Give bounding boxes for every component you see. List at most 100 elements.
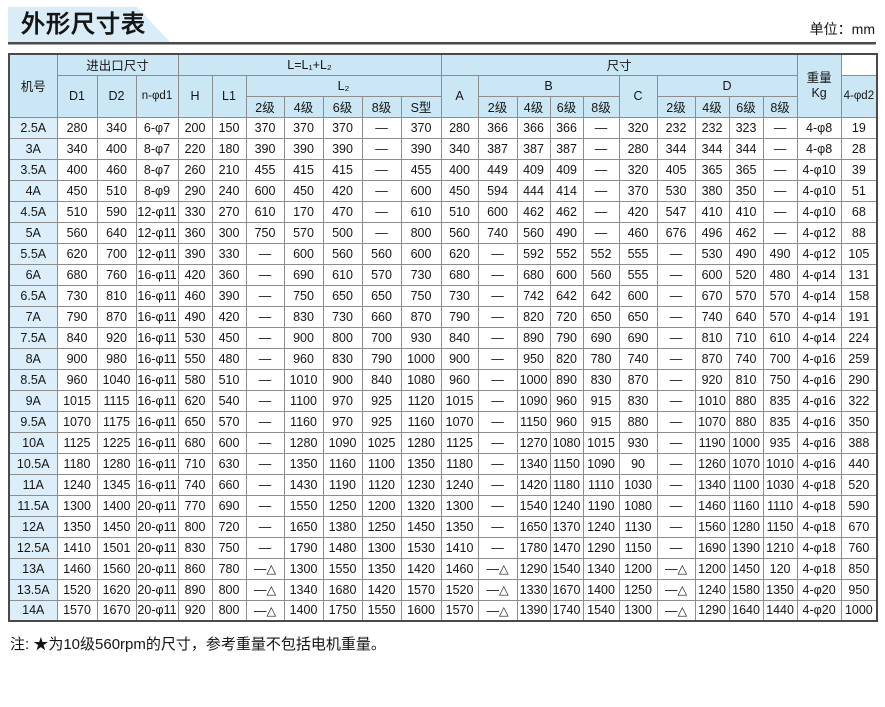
value-cell: 1180 xyxy=(440,452,479,475)
value-cell: 830 xyxy=(177,536,213,559)
value-cell: 8-φ7 xyxy=(135,137,179,160)
value-cell: 650 xyxy=(582,305,620,328)
value-cell: 570 xyxy=(283,221,324,244)
header-b: B xyxy=(477,74,620,97)
table-row: 7A 790 870 16-φ11 490 420—830 730 660 870 790—820… xyxy=(8,305,878,328)
value-cell: 1090 xyxy=(516,389,551,412)
value-cell: 750 xyxy=(245,221,285,244)
value-cell: 600 xyxy=(400,179,442,202)
value-cell: 690 xyxy=(618,326,658,349)
value-cell: 1345 xyxy=(96,473,137,496)
value-cell: 1240 xyxy=(582,515,620,538)
header-c: C xyxy=(618,74,658,118)
value-cell: 1350 xyxy=(361,557,402,580)
value-cell: 830 xyxy=(322,347,363,370)
value-cell: 8-φ9 xyxy=(135,179,179,202)
value-cell: 28 xyxy=(840,137,878,160)
value-cell: 890 xyxy=(177,578,213,601)
value-cell: 1550 xyxy=(361,599,402,622)
value-cell: — xyxy=(582,200,620,223)
table-row: 14A 1570 1670 20-φ11 920 800 —△ 1400 1750 1550 160… xyxy=(8,599,878,622)
value-cell: 420 xyxy=(322,179,363,202)
value-cell: 1015 xyxy=(440,389,479,412)
table-row: 2.5A 280 340 6-φ7 200 150 370 370 370—370 280 366 3… xyxy=(8,116,878,139)
value-cell: 676 xyxy=(656,221,696,244)
value-cell: 1180 xyxy=(56,452,98,475)
value-cell: — xyxy=(582,116,620,139)
value-cell: 4-φ16 xyxy=(796,410,842,433)
value-cell: — xyxy=(477,515,518,538)
value-cell: 365 xyxy=(694,158,730,181)
value-cell: 350 xyxy=(840,410,878,433)
title-rule xyxy=(8,42,876,45)
table-row: 6A 680 760 16-φ11 420 360—690 610 570 730 680—680… xyxy=(8,263,878,286)
value-cell: — xyxy=(656,347,696,370)
value-cell: 1790 xyxy=(283,536,324,559)
value-cell: 650 xyxy=(322,284,363,307)
value-cell: 4-φ16 xyxy=(796,431,842,454)
value-cell: 900 xyxy=(322,368,363,391)
value-cell: 740 xyxy=(177,473,213,496)
value-cell: 1430 xyxy=(283,473,324,496)
value-cell: 1010 xyxy=(762,452,798,475)
value-cell: 810 xyxy=(728,368,764,391)
value-cell: 1030 xyxy=(618,473,658,496)
value-cell: 1300 xyxy=(440,494,479,517)
value-cell: 1150 xyxy=(762,515,798,538)
value-cell: 730 xyxy=(56,284,98,307)
value-cell: 440 xyxy=(840,452,878,475)
value-cell: — xyxy=(477,389,518,412)
value-cell: 220 xyxy=(177,137,213,160)
footnote: 注: ★为10级560rpm的尺寸，参考重量不包括电机重量。 xyxy=(10,636,386,653)
value-cell: — xyxy=(477,536,518,559)
value-cell: 390 xyxy=(283,137,324,160)
value-cell: 1250 xyxy=(361,515,402,538)
value-cell: — xyxy=(245,368,285,391)
value-cell: 1120 xyxy=(400,389,442,412)
value-cell: 344 xyxy=(728,137,764,160)
value-cell: 1400 xyxy=(96,494,137,517)
value-cell: 1280 xyxy=(400,431,442,454)
value-cell: 1230 xyxy=(400,473,442,496)
value-cell: 510 xyxy=(56,200,98,223)
value-cell: 4-φ16 xyxy=(796,347,842,370)
value-cell: 68 xyxy=(840,200,878,223)
value-cell: 4-φ16 xyxy=(796,389,842,412)
value-cell: 1670 xyxy=(96,599,137,622)
value-cell: 1550 xyxy=(322,557,363,580)
machine-no-cell: 6.5A xyxy=(8,284,58,307)
value-cell: 1280 xyxy=(728,515,764,538)
header-d-stage-2: 2级 xyxy=(656,95,696,118)
value-cell: 1420 xyxy=(516,473,551,496)
value-cell: 1190 xyxy=(322,473,363,496)
value-cell: 930 xyxy=(400,326,442,349)
value-cell: 790 xyxy=(56,305,98,328)
value-cell: 496 xyxy=(694,221,730,244)
value-cell: 1130 xyxy=(618,515,658,538)
value-cell: 4-φ12 xyxy=(796,221,842,244)
value-cell: 1540 xyxy=(549,557,584,580)
value-cell: 520 xyxy=(728,263,764,286)
table-row: 3.5A 400 460 8-φ7 260 210 455 415 415—455 400 449 4… xyxy=(8,158,878,181)
header-machine-no: 机号 xyxy=(8,53,58,118)
value-cell: 4-φ14 xyxy=(796,284,842,307)
machine-no-cell: 10A xyxy=(8,431,58,454)
value-cell: 510 xyxy=(440,200,479,223)
value-cell: 600 xyxy=(618,284,658,307)
value-cell: 870 xyxy=(694,347,730,370)
value-cell: 16-φ11 xyxy=(135,305,179,328)
value-cell: — xyxy=(762,200,798,223)
value-cell: 1540 xyxy=(582,599,620,622)
table-row: 13A 1460 1560 20-φ11 860 780 —△ 1300 1550 1350 142… xyxy=(8,557,878,580)
value-cell: 1160 xyxy=(400,410,442,433)
value-cell: 12-φ11 xyxy=(135,242,179,265)
value-cell: 610 xyxy=(322,263,363,286)
machine-no-cell: 7.5A xyxy=(8,326,58,349)
value-cell: 840 xyxy=(361,368,402,391)
value-cell: 1330 xyxy=(516,578,551,601)
machine-no-cell: 2.5A xyxy=(8,116,58,139)
value-cell: 450 xyxy=(211,326,247,349)
value-cell: — xyxy=(245,389,285,412)
machine-no-cell: 11.5A xyxy=(8,494,58,517)
value-cell: 1300 xyxy=(283,557,324,580)
